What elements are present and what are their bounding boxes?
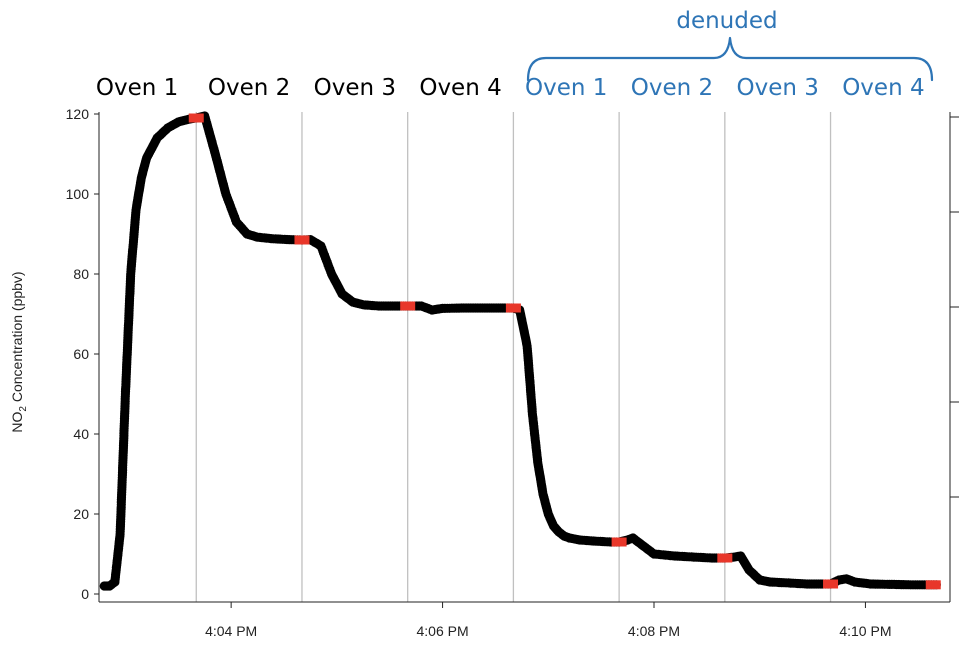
denuded-oven-label-1: Oven 1 (525, 75, 607, 101)
denuded-label: denuded (676, 8, 777, 34)
stage-end-marker-8 (925, 580, 941, 590)
right-axis-ticks (950, 116, 959, 498)
y-axis-ticks: 0 20 40 60 80 100 120 (66, 106, 99, 602)
x-tick-label: 4:08 PM (628, 623, 680, 639)
x-tick-label: 4:06 PM (417, 623, 469, 639)
oven-labels: Oven 1 Oven 2 Oven 3 Oven 4 Oven 1 Oven 2 Oven… (96, 75, 925, 101)
y-tick-label: 60 (73, 346, 89, 362)
y-tick-label: 120 (66, 106, 90, 122)
oven-label-3: Oven 3 (314, 75, 396, 101)
stage-boundary-lines (195, 112, 832, 602)
x-tick-label: 4:10 PM (839, 623, 891, 639)
oven-label-4: Oven 4 (419, 75, 501, 101)
oven-label-2: Oven 2 (208, 75, 290, 101)
stage-end-marker-3 (400, 301, 416, 311)
denuded-oven-label-3: Oven 3 (736, 75, 818, 101)
y-tick-label: 100 (66, 186, 90, 202)
oven-label-1: Oven 1 (96, 75, 178, 101)
y-tick-label: 80 (73, 266, 89, 282)
y-tick-label: 0 (81, 586, 89, 602)
stage-end-marker-1 (188, 113, 204, 123)
x-tick-label: 4:04 PM (205, 623, 257, 639)
stage-end-marker-5 (611, 537, 627, 547)
y-tick-label: 20 (73, 506, 89, 522)
stage-end-marker-6 (717, 553, 733, 563)
series-no2 (99, 111, 941, 591)
stage-end-markers (188, 113, 941, 590)
y-tick-label: 40 (73, 426, 89, 442)
denuded-oven-label-4: Oven 4 (842, 75, 924, 101)
x-axis-ticks: 4:04 PM 4:06 PM 4:08 PM 4:10 PM (205, 602, 891, 639)
stage-end-marker-7 (823, 579, 839, 589)
stage-end-marker-4 (505, 303, 521, 313)
denuded-bracket (526, 36, 934, 82)
y-axis-label: NO2 Concentration (ppbv) (9, 271, 29, 432)
denuded-oven-label-2: Oven 2 (631, 75, 713, 101)
stage-end-marker-2 (294, 235, 310, 245)
